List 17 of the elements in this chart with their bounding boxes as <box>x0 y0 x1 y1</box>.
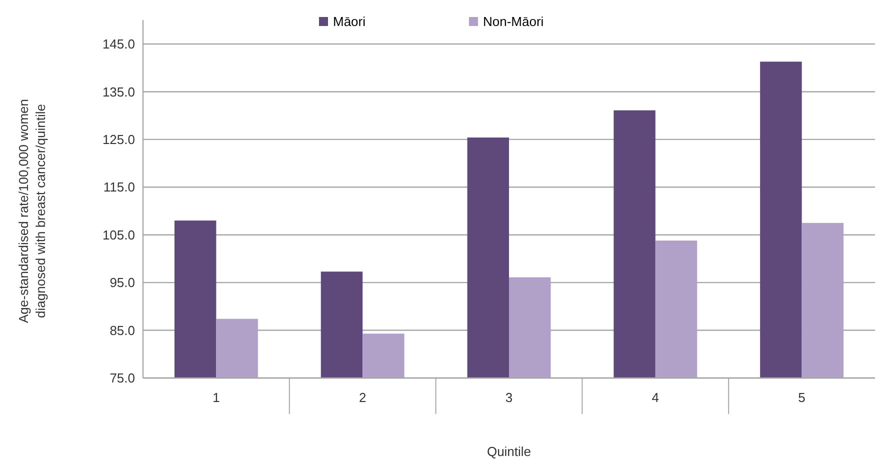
legend-label: Māori <box>333 14 366 29</box>
y-tick-label: 115.0 <box>103 180 135 195</box>
y-axis-title: Age-standardised rate/100,000 women diagnosed with breast cancer/quintile <box>16 98 48 324</box>
y-tick-label: 95.0 <box>110 275 135 290</box>
x-tick-label: 2 <box>358 390 366 405</box>
y-tick-label: 85.0 <box>110 322 135 338</box>
x-tick-label: 3 <box>505 390 513 405</box>
y-tick-label: 105.0 <box>102 227 135 242</box>
legend-label: Non-Māori <box>483 14 544 29</box>
x-axis-title: Quintile <box>486 444 532 459</box>
y-tick-label: 135.0 <box>102 84 135 100</box>
y-tick-label: 145.0 <box>102 36 135 52</box>
x-tick-label: 5 <box>798 390 806 405</box>
x-tick-label: 4 <box>652 390 660 405</box>
y-tick-label: 125.0 <box>102 132 135 147</box>
x-tick-label: 1 <box>212 390 220 405</box>
y-tick-label: 75.0 <box>110 370 135 386</box>
